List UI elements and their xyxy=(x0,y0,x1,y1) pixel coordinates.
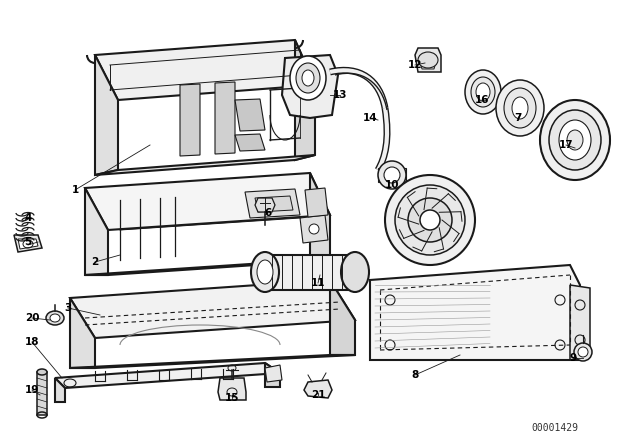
Polygon shape xyxy=(330,280,355,355)
Ellipse shape xyxy=(578,347,588,357)
Polygon shape xyxy=(55,378,65,402)
Polygon shape xyxy=(305,188,328,217)
Ellipse shape xyxy=(384,167,400,183)
Polygon shape xyxy=(255,196,293,212)
Polygon shape xyxy=(218,378,246,400)
Ellipse shape xyxy=(408,198,452,242)
Text: 16: 16 xyxy=(475,95,489,105)
Text: 20: 20 xyxy=(25,313,39,323)
Ellipse shape xyxy=(50,314,60,322)
Ellipse shape xyxy=(251,252,279,292)
Text: 17: 17 xyxy=(559,140,573,150)
Polygon shape xyxy=(245,189,300,218)
Text: 12: 12 xyxy=(408,60,422,70)
Polygon shape xyxy=(85,188,108,275)
Text: 6: 6 xyxy=(264,208,271,218)
Polygon shape xyxy=(310,173,330,260)
Text: 4: 4 xyxy=(24,213,32,223)
Polygon shape xyxy=(235,134,265,151)
Text: 21: 21 xyxy=(311,390,325,400)
Ellipse shape xyxy=(378,161,406,189)
Polygon shape xyxy=(215,82,235,154)
Ellipse shape xyxy=(471,77,495,107)
Ellipse shape xyxy=(549,110,601,170)
Polygon shape xyxy=(420,55,436,69)
Text: 15: 15 xyxy=(225,393,239,403)
Text: 00001429: 00001429 xyxy=(531,423,579,433)
Polygon shape xyxy=(235,99,265,131)
Ellipse shape xyxy=(504,88,536,128)
Text: 14: 14 xyxy=(363,113,378,123)
Ellipse shape xyxy=(559,120,591,160)
Ellipse shape xyxy=(512,97,528,119)
Polygon shape xyxy=(304,380,332,398)
Text: 11: 11 xyxy=(311,278,325,288)
Ellipse shape xyxy=(37,369,47,375)
Polygon shape xyxy=(95,40,315,100)
Ellipse shape xyxy=(567,130,583,150)
Polygon shape xyxy=(70,280,355,338)
Polygon shape xyxy=(95,155,315,175)
Ellipse shape xyxy=(540,100,610,180)
Polygon shape xyxy=(282,55,338,118)
Text: 18: 18 xyxy=(25,337,39,347)
Polygon shape xyxy=(18,239,38,249)
Ellipse shape xyxy=(385,175,475,265)
Polygon shape xyxy=(37,372,47,415)
Polygon shape xyxy=(95,55,118,175)
Text: 2: 2 xyxy=(92,257,99,267)
Polygon shape xyxy=(70,355,355,368)
Ellipse shape xyxy=(496,80,544,136)
Text: 8: 8 xyxy=(412,370,419,380)
Polygon shape xyxy=(14,235,42,252)
Ellipse shape xyxy=(341,252,369,292)
Ellipse shape xyxy=(395,185,465,255)
Ellipse shape xyxy=(574,343,592,361)
Text: 7: 7 xyxy=(515,113,522,123)
Polygon shape xyxy=(85,173,330,230)
Text: 1: 1 xyxy=(72,185,79,195)
Polygon shape xyxy=(265,255,355,290)
Polygon shape xyxy=(295,40,315,160)
Polygon shape xyxy=(255,198,275,212)
Polygon shape xyxy=(265,363,280,387)
Ellipse shape xyxy=(476,83,490,101)
Polygon shape xyxy=(370,265,580,360)
Polygon shape xyxy=(300,215,328,243)
Polygon shape xyxy=(55,363,280,388)
Polygon shape xyxy=(265,365,282,382)
Ellipse shape xyxy=(257,260,273,284)
Polygon shape xyxy=(570,285,590,360)
Text: 10: 10 xyxy=(385,180,399,190)
Text: 5: 5 xyxy=(24,237,31,247)
Text: 9: 9 xyxy=(570,353,577,363)
Ellipse shape xyxy=(46,311,64,325)
Polygon shape xyxy=(180,84,200,156)
Polygon shape xyxy=(378,168,406,182)
Ellipse shape xyxy=(418,52,438,68)
Ellipse shape xyxy=(309,224,319,234)
Polygon shape xyxy=(85,260,330,275)
Ellipse shape xyxy=(290,56,326,100)
Ellipse shape xyxy=(420,210,440,230)
Ellipse shape xyxy=(302,70,314,86)
Ellipse shape xyxy=(296,63,320,93)
Text: 3: 3 xyxy=(65,303,72,313)
Ellipse shape xyxy=(465,70,501,114)
Text: 19: 19 xyxy=(25,385,39,395)
Text: 13: 13 xyxy=(333,90,348,100)
Polygon shape xyxy=(70,298,95,368)
Polygon shape xyxy=(415,48,441,72)
